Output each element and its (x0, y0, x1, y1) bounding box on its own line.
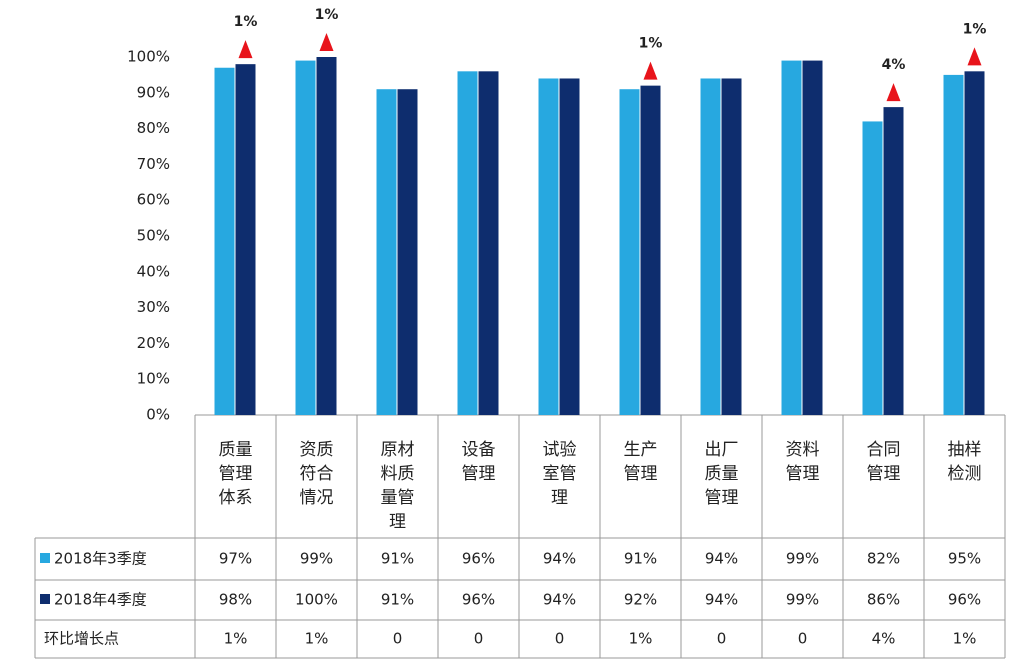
table-cell: 95% (948, 550, 981, 568)
x-tick-label: 设备管理 (462, 440, 496, 484)
growth-annotation: 1% (234, 14, 258, 30)
y-tick-label: 50% (137, 227, 170, 245)
table-cell: 94% (543, 591, 576, 609)
row-header: 环比增长点 (44, 630, 119, 648)
y-tick-label: 0% (146, 406, 170, 424)
bar (478, 71, 499, 415)
growth-marker (238, 40, 253, 59)
table-cell: 96% (462, 550, 495, 568)
table-frame (34, 414, 1005, 659)
table-cell: 99% (786, 550, 819, 568)
table-cell: 4% (872, 630, 896, 648)
table-cell: 91% (381, 550, 414, 568)
legend-swatch (40, 594, 50, 604)
bar (862, 121, 883, 415)
table-cell: 82% (867, 550, 900, 568)
y-tick-label: 90% (137, 83, 170, 101)
x-tick-label: 资质符合情况 (300, 440, 334, 508)
table-cell: 0 (798, 630, 808, 648)
bar (964, 71, 985, 415)
table-cell: 1% (305, 630, 329, 648)
table-cell: 98% (219, 591, 252, 609)
bar (883, 107, 904, 416)
table-cell: 100% (295, 591, 338, 609)
row-header: 2018年4季度 (54, 591, 147, 609)
table-cell: 96% (948, 591, 981, 609)
table-cell: 91% (381, 591, 414, 609)
bar (640, 85, 661, 415)
y-tick-label: 60% (137, 191, 170, 209)
table-cell: 92% (624, 591, 657, 609)
growth-marker (886, 83, 901, 102)
x-tick-label: 质量管理体系 (219, 440, 253, 508)
table-cell: 96% (462, 591, 495, 609)
table-cell: 0 (474, 630, 484, 648)
table-cell: 97% (219, 550, 252, 568)
bar (781, 60, 802, 416)
bar (214, 67, 235, 416)
y-tick-label: 20% (137, 334, 170, 352)
table-cell: 86% (867, 591, 900, 609)
table-cell: 1% (953, 630, 977, 648)
bar (700, 78, 721, 415)
table-cell: 99% (786, 591, 819, 609)
x-tick-label: 出厂质量管理 (705, 440, 739, 508)
table-cell: 94% (543, 550, 576, 568)
y-tick-label: 100% (127, 48, 170, 66)
bar (619, 89, 640, 415)
bar (457, 71, 478, 415)
growth-annotation: 1% (315, 7, 339, 23)
bar (538, 78, 559, 415)
table-cell: 91% (624, 550, 657, 568)
table-cell: 1% (629, 630, 653, 648)
table-cell: 1% (224, 630, 248, 648)
table-cell: 94% (705, 550, 738, 568)
growth-annotation: 4% (882, 57, 906, 73)
bar (295, 60, 316, 416)
bar (721, 78, 742, 415)
growth-annotation: 1% (963, 21, 987, 37)
table-cell: 0 (717, 630, 727, 648)
table-cell: 94% (705, 591, 738, 609)
x-tick-label: 试验室管理 (543, 440, 577, 508)
table-cell: 0 (555, 630, 565, 648)
x-tick-label: 抽样检测 (948, 440, 982, 484)
bar (376, 89, 397, 415)
x-tick-label: 生产管理 (624, 440, 658, 484)
bar (802, 60, 823, 416)
legend-swatch (40, 553, 50, 563)
y-tick-label: 70% (137, 155, 170, 173)
growth-marker (319, 33, 334, 51)
growth-marker (967, 47, 982, 66)
table-cell: 99% (300, 550, 333, 568)
bar (316, 57, 337, 415)
bar (235, 64, 256, 415)
y-tick-label: 30% (137, 298, 170, 316)
x-tick-label: 资料管理 (786, 440, 820, 484)
x-tick-label: 合同管理 (867, 440, 901, 484)
bar (397, 89, 418, 415)
bar (559, 78, 580, 415)
growth-annotation: 1% (639, 36, 663, 52)
row-header: 2018年3季度 (54, 550, 147, 568)
y-tick-label: 80% (137, 119, 170, 137)
x-tick-label: 原材料质量管理 (381, 440, 415, 532)
growth-marker (643, 61, 658, 80)
y-tick-label: 10% (137, 370, 170, 388)
bar (943, 74, 964, 416)
table-cell: 0 (393, 630, 403, 648)
y-tick-label: 40% (137, 262, 170, 280)
